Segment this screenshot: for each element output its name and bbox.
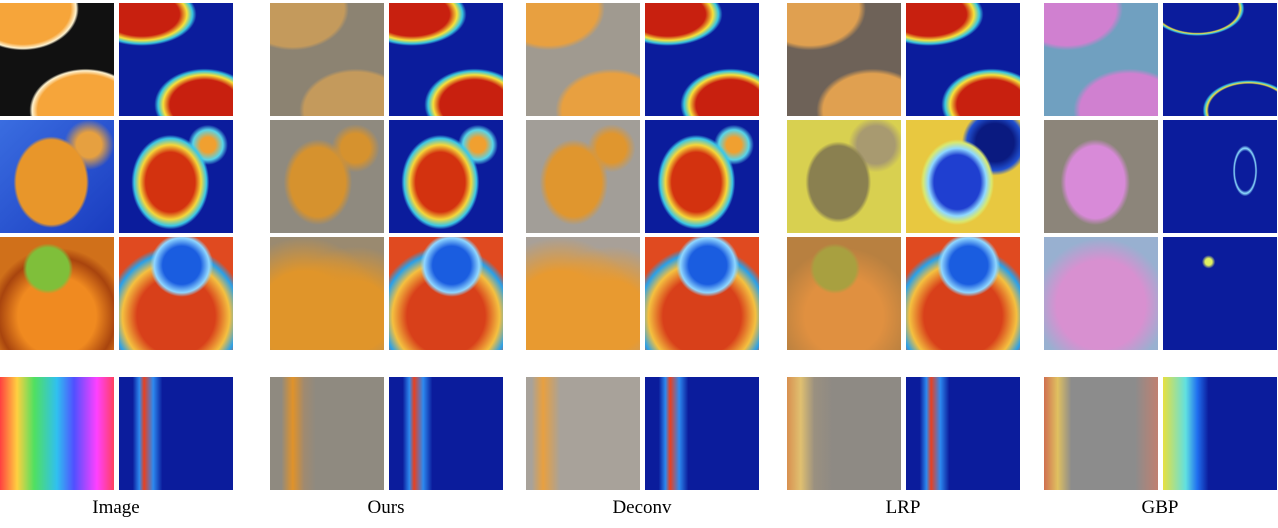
image-tile <box>787 3 901 116</box>
image-tile <box>526 3 640 116</box>
heatmap-tile <box>906 120 1020 233</box>
column-caption: Ours <box>367 497 405 518</box>
heatmap-tile <box>119 3 233 116</box>
image-tile <box>270 3 384 116</box>
image-tile <box>526 377 640 490</box>
heatmap-tile <box>906 237 1020 350</box>
heatmap-tile <box>389 237 503 350</box>
heatmap-tile <box>645 237 759 350</box>
heatmap-tile <box>119 120 233 233</box>
image-tile <box>270 120 384 233</box>
image-tile <box>1044 120 1158 233</box>
image-tile <box>0 3 114 116</box>
heatmap-tile <box>389 377 503 490</box>
heatmap-tile <box>119 377 233 490</box>
image-tile <box>787 237 901 350</box>
image-tile <box>526 237 640 350</box>
heatmap-tile <box>645 377 759 490</box>
heatmap-tile <box>389 120 503 233</box>
image-tile <box>787 377 901 490</box>
column-caption: LRP <box>885 497 921 518</box>
column-caption: Image <box>92 497 140 518</box>
heatmap-tile <box>1163 3 1277 116</box>
heatmap-tile <box>645 120 759 233</box>
image-tile <box>1044 237 1158 350</box>
heatmap-tile <box>1163 120 1277 233</box>
heatmap-tile <box>906 3 1020 116</box>
heatmap-tile <box>119 237 233 350</box>
image-tile <box>0 237 114 350</box>
heatmap-tile <box>389 3 503 116</box>
column-caption: Deconv <box>612 497 672 518</box>
image-tile <box>0 377 114 490</box>
heatmap-tile <box>1163 377 1277 490</box>
image-tile <box>787 120 901 233</box>
image-tile <box>270 237 384 350</box>
column-caption: GBP <box>1141 497 1179 518</box>
image-tile <box>526 120 640 233</box>
heatmap-tile <box>645 3 759 116</box>
image-tile <box>0 120 114 233</box>
image-tile <box>1044 377 1158 490</box>
image-tile <box>270 377 384 490</box>
image-tile <box>1044 3 1158 116</box>
heatmap-tile <box>906 377 1020 490</box>
heatmap-tile <box>1163 237 1277 350</box>
